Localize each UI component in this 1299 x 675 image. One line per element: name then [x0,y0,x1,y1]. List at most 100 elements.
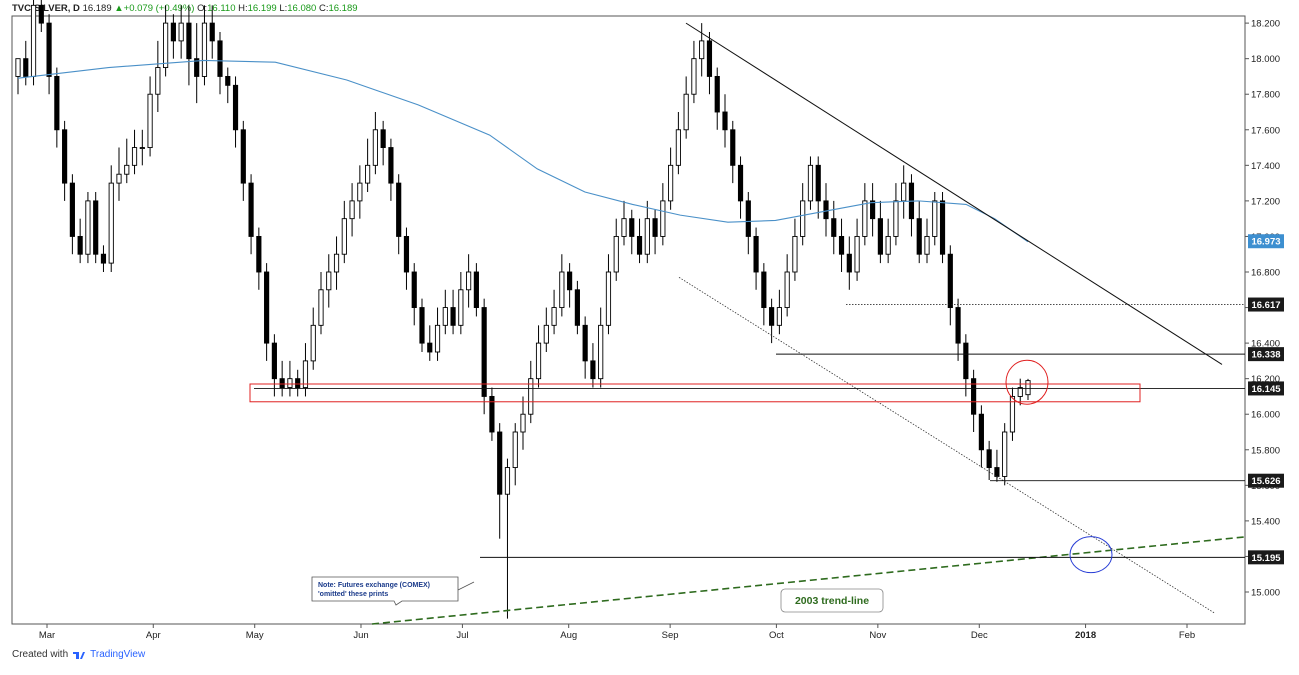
candle-body [551,307,557,326]
price-tag [1248,234,1284,249]
x-tick-label: 2018 [1075,630,1096,641]
x-tick-label: Dec [971,630,988,641]
candle-body [745,200,751,237]
x-tick-label: Aug [560,630,577,641]
y-tick-label: 15.800 [1251,445,1280,456]
moving-average-line [17,59,1029,243]
candle-body [155,67,161,95]
x-tick-label: Feb [1179,630,1195,641]
candle-body [434,324,441,353]
channel-line-dotted [678,276,1216,614]
support-zone-rect [249,383,1141,403]
plot-area [11,15,1246,625]
candle-body [932,200,938,237]
candle-body [559,271,565,309]
candle-body [613,235,619,273]
trend-label-text: 2003 trend-line [795,595,869,607]
candle-body [310,324,316,362]
price-tag-label: 16.338 [1251,350,1280,361]
candle-body [365,164,371,184]
candle-body [139,147,145,150]
candle-body [248,182,254,237]
candle-body [823,200,829,220]
price-chart[interactable]: 18.20018.00017.80017.60017.40017.20017.0… [0,0,1299,645]
candle-body [901,182,907,202]
candle-body [520,413,526,433]
candle-body [831,218,837,237]
candle-body [295,378,301,389]
candle-body [769,307,775,326]
candle-body [333,253,340,273]
candle-body [349,200,355,220]
candle-body [722,111,728,131]
candle-body [730,129,736,166]
price-tag-label: 15.195 [1251,553,1281,564]
candle-body [971,378,977,415]
candle-body [807,164,814,202]
candle-body [800,200,806,237]
candle-body [108,182,114,264]
candle-body [543,324,549,344]
candle-body [644,218,650,255]
tradingview-link[interactable]: TradingView [90,649,146,660]
candle-body [753,235,759,273]
price-tags-layer: 16.973 16.617 16.338 16.145 15.626 15.195 [1248,234,1284,565]
price-tag [1248,297,1284,312]
candle-body [978,413,984,451]
candle-body [683,93,689,131]
candle-body [706,40,713,77]
y-tick-label: 17.200 [1251,196,1280,207]
price-tag [1248,550,1284,565]
candle-body [77,235,83,255]
price-change: +0.079 (+0.49%) [123,3,195,14]
y-tick-label: 15.000 [1251,588,1280,599]
candle-body [30,4,37,77]
candle-body [201,22,208,77]
candle-body [939,200,946,255]
candle-body [776,307,782,326]
candle-body [69,182,75,237]
candle-body [116,173,122,184]
candle-body [411,271,417,309]
candle-body [668,164,674,202]
x-tick-label: Apr [146,630,161,641]
candle-body [1002,431,1008,477]
y-tick-label: 17.600 [1251,125,1280,136]
x-tick-label: Mar [39,630,55,641]
candle-body [170,22,176,42]
price-tag-label: 16.973 [1251,237,1280,248]
created-with-label: Created with [12,649,69,660]
candle-body [15,58,21,77]
trend-label-box [780,588,884,613]
candle-body [986,449,992,469]
candle-body [396,182,402,237]
candle-body [691,58,697,95]
candle-body [636,235,643,255]
candle-body [209,22,215,42]
candle-body [458,289,464,326]
candle-body [357,182,363,202]
candle-body [598,324,604,380]
candle-body [574,289,580,326]
x-tick-label: Jun [353,630,368,641]
footer: Created with TradingView [12,649,145,660]
candle-body [279,378,285,389]
price-tag-label: 15.626 [1251,476,1280,487]
y-tick-label: 16.800 [1251,268,1280,279]
close-label: C: [318,3,329,14]
candle-body [699,40,705,60]
candle-body [792,235,798,273]
candle-body [178,22,184,42]
candle-body [54,75,60,131]
x-axis[interactable]: Mar Apr May Jun Jul Aug Sep Oct Nov Dec 2018 Feb [39,624,1195,641]
candle-body [885,235,891,255]
candle-body [1017,387,1023,397]
candle-body [380,129,386,149]
candle-body [225,75,231,86]
candle-body [450,307,456,326]
candle-body [955,307,961,344]
note-pointer [457,581,475,591]
candle-body [504,467,511,495]
candle-body [287,378,293,389]
candle-body [761,271,767,309]
